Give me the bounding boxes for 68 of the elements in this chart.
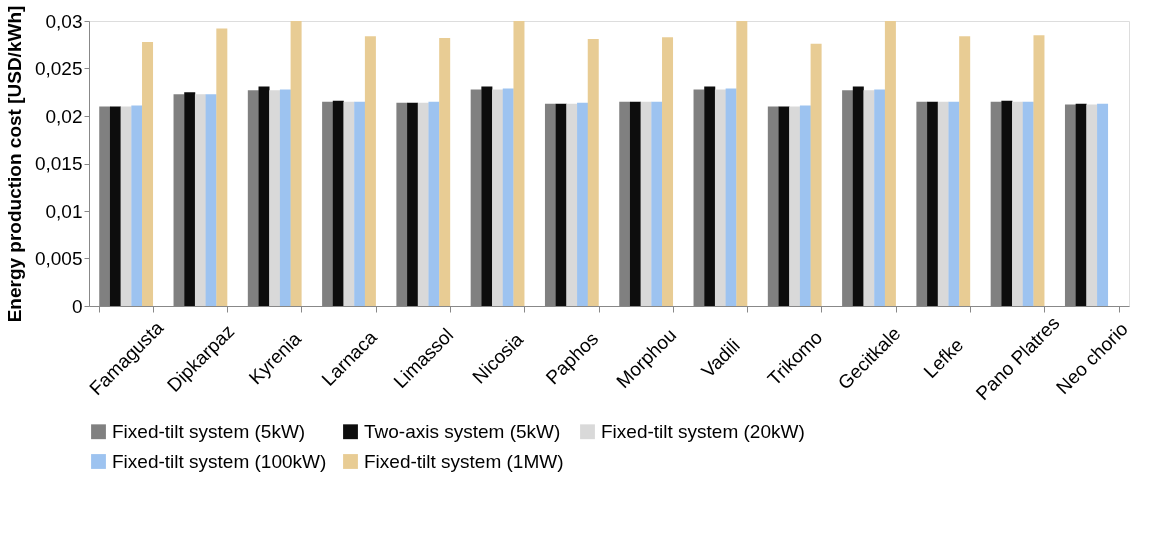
- bar: [364, 36, 376, 306]
- bar: [290, 21, 302, 306]
- bar: [651, 101, 663, 306]
- bar: [439, 38, 451, 306]
- bar: [927, 101, 939, 306]
- bar: [269, 90, 281, 306]
- bar: [1033, 35, 1045, 306]
- bar: [863, 90, 875, 306]
- y-axis-title: Energy production cost [USD/kWh]: [3, 5, 25, 323]
- bar: [789, 106, 801, 306]
- y-tick-label: 0,015: [34, 153, 83, 174]
- bar: [566, 103, 578, 306]
- bar: [629, 101, 641, 306]
- bar: [555, 103, 567, 306]
- bar: [184, 92, 196, 306]
- bar: [131, 105, 143, 306]
- bar: [502, 88, 514, 306]
- y-tick-label: 0,01: [45, 200, 83, 222]
- legend-label: Fixed-tilt system (20kW): [601, 420, 805, 442]
- bar: [1001, 100, 1013, 306]
- bar: [332, 100, 344, 306]
- bar: [407, 102, 419, 306]
- legend-label: Two-axis system (5kW): [364, 420, 561, 442]
- y-tick-label: 0,025: [34, 58, 83, 79]
- bar: [704, 86, 716, 306]
- bar: [1086, 104, 1098, 306]
- bar: [874, 89, 886, 306]
- y-tick-label: 0,03: [45, 10, 83, 32]
- bar: [258, 86, 270, 306]
- bar: [810, 43, 822, 306]
- bar: [1022, 101, 1034, 306]
- bar: [343, 101, 355, 306]
- bar: [120, 106, 132, 306]
- bar: [725, 88, 737, 306]
- bar: [662, 37, 674, 306]
- bar: [714, 89, 726, 306]
- bar: [1075, 103, 1087, 306]
- bar: [736, 21, 748, 306]
- bar: [417, 102, 429, 306]
- bar: [513, 21, 525, 306]
- bar: [587, 39, 599, 306]
- bar: [492, 89, 504, 306]
- bar: [948, 101, 960, 306]
- bar: [216, 28, 228, 306]
- bar: [799, 105, 811, 306]
- legend-label: Fixed-tilt system (5kW): [112, 420, 306, 442]
- bar: [142, 41, 154, 306]
- legend-label: Fixed-tilt system (100kW): [112, 450, 327, 472]
- bar: [109, 106, 121, 306]
- bar: [577, 102, 589, 306]
- bar: [884, 21, 896, 306]
- y-tick-label: 0: [71, 295, 83, 317]
- y-tick-label: 0,005: [34, 248, 83, 269]
- bar: [279, 89, 291, 306]
- bar: [1012, 101, 1024, 306]
- bar: [194, 94, 206, 306]
- bar: [1097, 103, 1109, 306]
- bar: [354, 101, 366, 306]
- legend-label: Fixed-tilt system (1MW): [364, 450, 564, 472]
- bar: [937, 101, 949, 306]
- bar: [428, 101, 440, 306]
- y-tick-label: 0,02: [45, 105, 83, 127]
- bar: [852, 86, 864, 306]
- bar: [959, 36, 971, 306]
- bar: [778, 106, 790, 306]
- bar: [481, 86, 493, 306]
- bar: [205, 94, 217, 306]
- bar: [640, 101, 652, 306]
